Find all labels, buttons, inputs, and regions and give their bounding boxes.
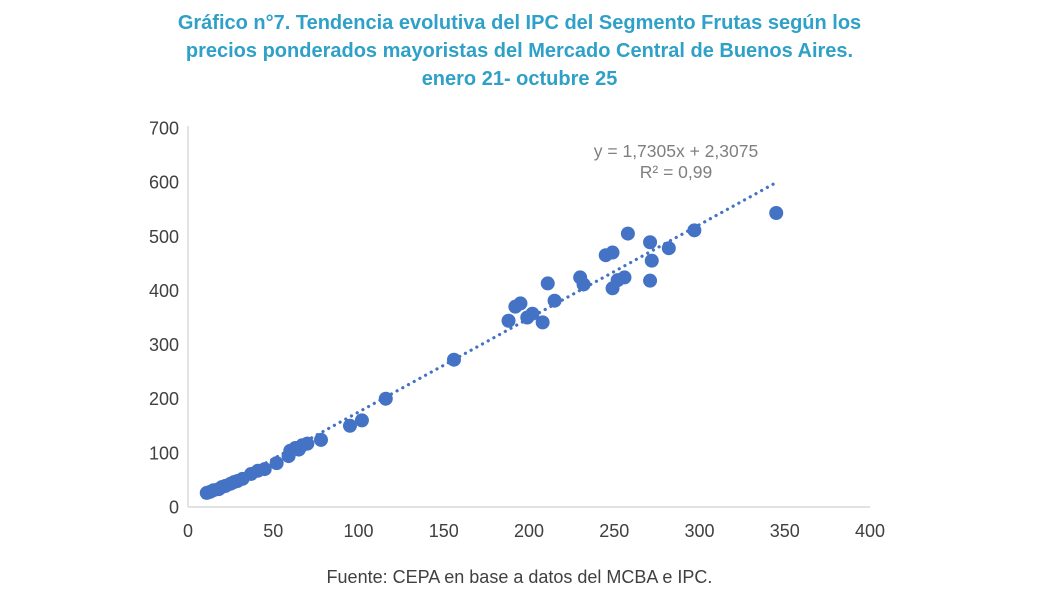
- scatter-point: [620, 226, 635, 241]
- x-tick-label: 0: [183, 521, 193, 541]
- source-note: Fuente: CEPA en base a datos del MCBA e …: [326, 567, 713, 587]
- scatter-point: [342, 418, 357, 433]
- scatter-point: [300, 436, 315, 451]
- trendline-equation-formula: y = 1,7305x + 2,3075: [593, 141, 759, 161]
- chart-title-line-3: enero 21- octubre 25: [421, 68, 618, 90]
- scatter-point: [513, 296, 528, 311]
- scatter-point: [644, 253, 659, 268]
- y-tick-label: 0: [169, 498, 179, 518]
- y-tick-label: 200: [149, 389, 179, 409]
- y-tick-label: 500: [149, 227, 179, 247]
- x-tick-label: 200: [514, 521, 544, 541]
- scatter-point: [540, 276, 555, 291]
- x-tick-label: 350: [770, 521, 800, 541]
- y-tick-label: 600: [149, 173, 179, 193]
- scatter-point: [525, 306, 540, 321]
- scatter-point: [547, 293, 562, 308]
- scatter-point: [769, 206, 784, 221]
- scatter-point: [501, 313, 516, 328]
- chart-title-line-2: precios ponderados mayoristas del Mercad…: [185, 40, 854, 62]
- scatter-point: [643, 235, 658, 250]
- scatter-point: [643, 273, 658, 288]
- y-tick-label: 700: [149, 119, 179, 139]
- scatter-point: [354, 413, 369, 428]
- scatter-point: [576, 277, 591, 292]
- trendline: [201, 180, 778, 499]
- y-tick-label: 300: [149, 335, 179, 355]
- trendline-equation: y = 1,7305x + 2,3075 R² = 0,99: [548, 141, 804, 183]
- x-tick-label: 150: [429, 521, 459, 541]
- scatter-point: [535, 315, 550, 330]
- x-tick-label: 50: [263, 521, 283, 541]
- x-tick-label: 400: [855, 521, 885, 541]
- chart-title-line-1: Gráfico n°7. Tendencia evolutiva del IPC…: [177, 12, 862, 34]
- y-tick-label: 400: [149, 281, 179, 301]
- scatter-point: [257, 462, 272, 477]
- trendline-equation-r2: R² = 0,99: [639, 162, 713, 182]
- x-tick-label: 250: [599, 521, 629, 541]
- chart-title: Gráfico n°7. Tendencia evolutiva del IPC…: [0, 9, 1039, 93]
- x-tick-label: 100: [343, 521, 373, 541]
- scatter-point: [605, 245, 620, 260]
- y-tick-label: 100: [149, 443, 179, 463]
- scatter-point: [313, 432, 328, 447]
- scatter-point: [617, 270, 632, 285]
- x-tick-label: 300: [684, 521, 714, 541]
- scatter-point: [687, 223, 702, 238]
